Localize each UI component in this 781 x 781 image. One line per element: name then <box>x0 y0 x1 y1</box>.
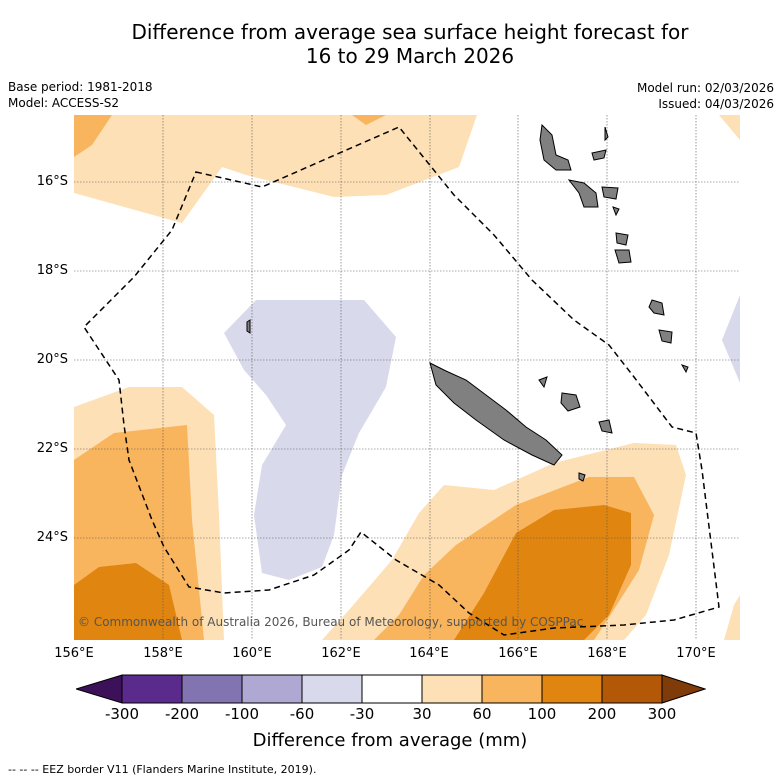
vanuatu-pentecost <box>604 126 609 142</box>
lon-label-156e: 156°E <box>54 646 94 661</box>
colorbar-bin-30-60 <box>421 674 483 704</box>
eez-border <box>83 126 720 636</box>
contour-pos-30-right-bottom <box>724 595 740 640</box>
islet-east-loyalty <box>578 472 586 482</box>
loyalty-island-mare <box>598 419 613 434</box>
colorbar-tick-neg200: -200 <box>164 705 200 723</box>
vanuatu-maewo <box>591 149 607 161</box>
gridlines <box>74 115 740 640</box>
model-run: Model run: 02/03/2026 <box>636 81 774 95</box>
colorbar-tick-neg100: -100 <box>224 705 260 723</box>
colorbar <box>76 674 706 704</box>
vanuatu-espiritu-santo <box>539 123 572 171</box>
colorbar-tick-100: 100 <box>527 705 557 723</box>
colorbar-bin-neg100-neg60 <box>241 674 303 704</box>
colorbar-tick-neg300: -300 <box>104 705 140 723</box>
colorbar-tick-200: 200 <box>587 705 617 723</box>
contour-pos-30-top <box>74 115 477 223</box>
issued-date: Issued: 04/03/2026 <box>658 97 774 111</box>
base-period: Base period: 1981-2018 <box>8 80 153 94</box>
contour-pos-60-topleft <box>74 115 112 157</box>
loyalty-island-lifou <box>560 392 581 412</box>
colorbar-bin-100-200 <box>541 674 603 704</box>
chesterfield-islet <box>246 319 251 334</box>
new-caledonia <box>429 362 563 466</box>
lon-label-166e: 166°E <box>498 646 538 661</box>
colorbar-bin-60-100 <box>481 674 543 704</box>
sea-height-map: © Commonwealth of Australia 2026, Bureau… <box>74 115 740 640</box>
vanuatu-malekula <box>567 179 599 208</box>
lon-label-164e: 164°E <box>409 646 449 661</box>
colorbar-tick-30: 30 <box>412 705 432 723</box>
lat-label-20s: 20°S <box>36 352 68 367</box>
colorbar-arrow-right <box>661 674 706 704</box>
lon-label-162e: 162°E <box>321 646 361 661</box>
matthew-island <box>648 299 665 316</box>
contour-neg-30-right <box>722 295 740 383</box>
colorbar-tick-neg60: -60 <box>289 705 315 723</box>
contour-neg-30-center <box>224 300 396 580</box>
lon-label-158e: 158°E <box>143 646 183 661</box>
chart-title-line2: 16 to 29 March 2026 <box>305 44 515 68</box>
colorbar-bin-200-300 <box>601 674 663 704</box>
lat-label-18s: 18°S <box>36 263 68 278</box>
contour-pos-30-right-top <box>719 115 740 140</box>
walpole-island <box>680 364 689 374</box>
lon-label-170e: 170°E <box>676 646 716 661</box>
colorbar-title: Difference from average (mm) <box>252 730 528 751</box>
vanuatu-erromango <box>614 249 632 264</box>
colorbar-tick-60: 60 <box>472 705 492 723</box>
model-name: Model: ACCESS-S2 <box>8 96 120 110</box>
eez-legend: -- -- -- EEZ border V11 (Flanders Marine… <box>8 763 317 776</box>
vanuatu-efate <box>615 232 629 246</box>
colorbar-tick-neg30: -30 <box>349 705 375 723</box>
colorbar-bin-neg60-neg30 <box>301 674 363 704</box>
contour-pos-100-bottomleft <box>74 563 182 640</box>
colorbar-bin-neg200-neg100 <box>181 674 243 704</box>
colorbar-bin-neg300-neg200 <box>121 674 183 704</box>
contour-pos-60-top <box>352 115 386 125</box>
land-masses <box>246 123 689 482</box>
copyright-notice: © Commonwealth of Australia 2026, Bureau… <box>78 615 583 629</box>
contour-pos-100-bottomright <box>454 505 631 640</box>
lon-label-160e: 160°E <box>232 646 272 661</box>
hunter-island <box>658 329 673 344</box>
chart-title-line1: Difference from average sea surface heig… <box>131 20 689 44</box>
lat-label-22s: 22°S <box>36 441 68 456</box>
colorbar-arrow-left <box>76 674 123 704</box>
vanuatu-epi <box>612 206 620 217</box>
colorbar-tick-300: 300 <box>647 705 677 723</box>
lon-label-168e: 168°E <box>587 646 627 661</box>
lat-label-24s: 24°S <box>36 530 68 545</box>
loyalty-island-ouvea <box>538 376 548 389</box>
lat-label-16s: 16°S <box>36 174 68 189</box>
vanuatu-ambrym <box>601 186 619 200</box>
colorbar-bin-neg30-30 <box>361 674 423 704</box>
